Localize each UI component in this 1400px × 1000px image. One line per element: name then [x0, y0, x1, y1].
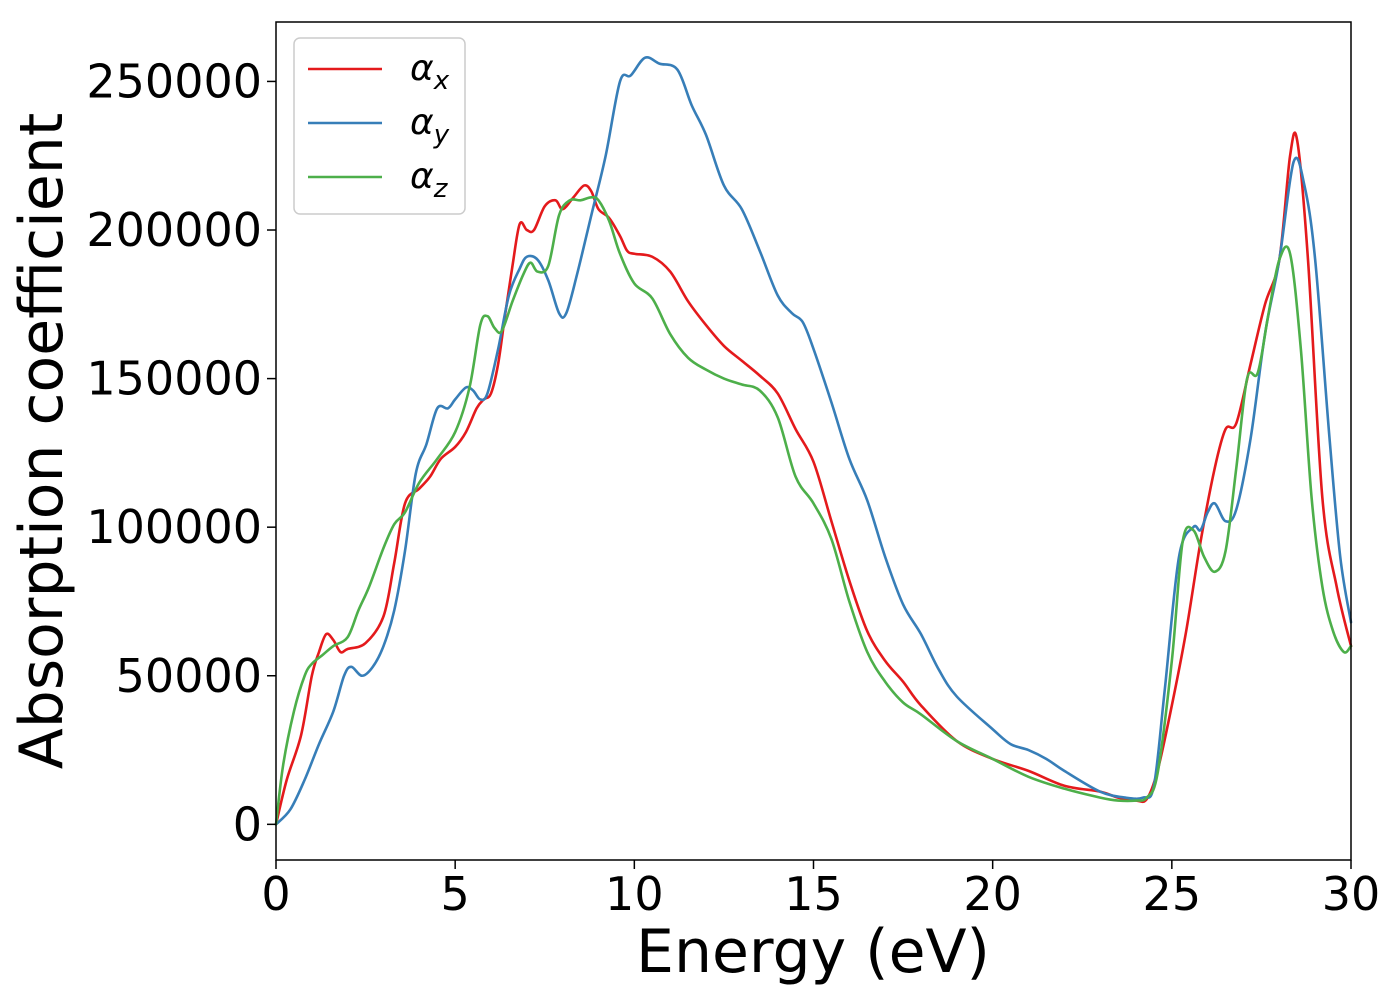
x-tick-label: 5 — [441, 867, 470, 921]
x-axis: 0 5 10 15 20 25 30 — [261, 860, 1380, 921]
x-tick-label: 15 — [784, 867, 843, 921]
y-tick-label: 200000 — [86, 203, 262, 257]
x-tick-label: 30 — [1322, 867, 1381, 921]
y-axis: 0 50000 100000 150000 200000 250000 — [86, 54, 276, 851]
series-line-x — [274, 131, 1353, 826]
y-tick-label: 150000 — [86, 352, 262, 406]
y-tick-label: 250000 — [86, 54, 262, 108]
y-tick-label: 50000 — [116, 649, 262, 703]
series-line-y — [274, 55, 1353, 826]
series-layer — [274, 55, 1353, 826]
y-axis-title: Absorption coefficient — [7, 113, 77, 770]
x-axis-title: Energy (eV) — [636, 917, 990, 987]
x-tick-label: 0 — [261, 867, 290, 921]
series-line-z — [274, 195, 1353, 826]
x-tick-label: 20 — [963, 867, 1022, 921]
x-tick-label: 10 — [605, 867, 664, 921]
y-tick-label: 100000 — [86, 500, 262, 554]
legend-box — [293, 37, 466, 215]
y-tick-label: 0 — [233, 797, 262, 851]
x-tick-label: 25 — [1143, 867, 1202, 921]
